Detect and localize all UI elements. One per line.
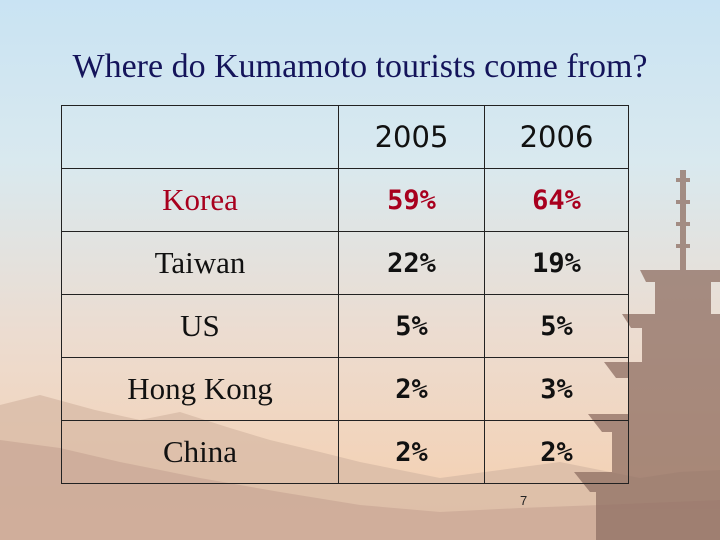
table-row: Korea 59% 64% (61, 168, 629, 232)
header-corner-cell (61, 105, 339, 169)
cell-taiwan-2006: 19% (484, 231, 629, 295)
table-row: China 2% 2% (61, 420, 629, 484)
header-2006: 2006 (484, 105, 629, 169)
cell-china-2005: 2% (338, 420, 485, 484)
row-label-korea: Korea (61, 168, 339, 232)
cell-korea-2006: 64% (484, 168, 629, 232)
cell-korea-2005: 59% (338, 168, 485, 232)
table-row: US 5% 5% (61, 294, 629, 358)
cell-hong-kong-2006: 3% (484, 357, 629, 421)
table-header-row: 2005 2006 (61, 105, 629, 169)
row-label-us: US (61, 294, 339, 358)
cell-hong-kong-2005: 2% (338, 357, 485, 421)
table-row: Taiwan 22% 19% (61, 231, 629, 295)
mountain-foreground (0, 440, 720, 540)
cell-us-2006: 5% (484, 294, 629, 358)
row-label-taiwan: Taiwan (61, 231, 339, 295)
row-label-hong-kong: Hong Kong (61, 357, 339, 421)
table-row: Hong Kong 2% 3% (61, 357, 629, 421)
header-2005: 2005 (338, 105, 485, 169)
cell-us-2005: 5% (338, 294, 485, 358)
slide-title: Where do Kumamoto tourists come from? (72, 48, 648, 85)
tourist-origin-table: 2005 2006 Korea 59% 64% Taiwan 22% 19% U… (61, 105, 629, 484)
page-number: 7 (520, 493, 528, 508)
row-label-china: China (61, 420, 339, 484)
cell-china-2006: 2% (484, 420, 629, 484)
cell-taiwan-2005: 22% (338, 231, 485, 295)
